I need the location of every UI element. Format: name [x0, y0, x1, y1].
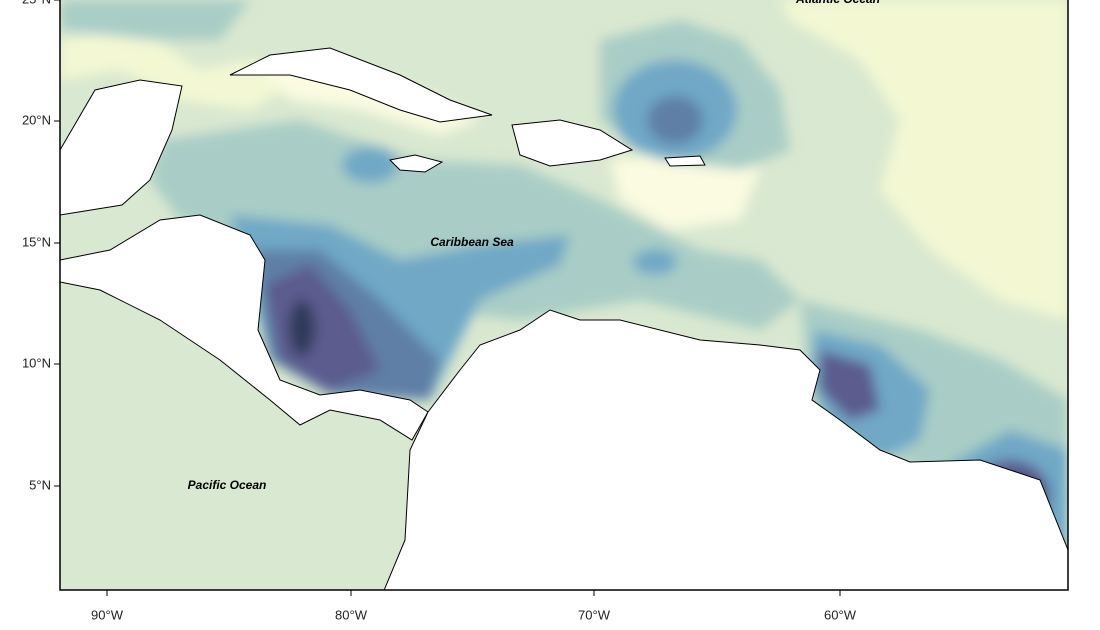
lon-tick-label: 60°W — [824, 607, 857, 622]
ocean-label: Caribbean Sea — [430, 235, 514, 249]
ocean-label: Atlantic Ocean — [795, 0, 880, 6]
lon-tick-label: 90°W — [91, 607, 124, 622]
map-field — [60, 0, 1068, 590]
lat-tick-label: 20°N — [22, 112, 51, 127]
lat-tick-label: 10°N — [22, 355, 51, 370]
lat-tick-label: 5°N — [29, 477, 51, 492]
map-frame — [59, 0, 1069, 591]
lat-tick-label: 25°N — [22, 0, 51, 6]
ocean-label: Pacific Ocean — [188, 478, 267, 492]
lon-tick-label: 70°W — [578, 607, 611, 622]
lon-tick-label: 80°W — [335, 607, 368, 622]
lat-tick-label: 15°N — [22, 234, 51, 249]
